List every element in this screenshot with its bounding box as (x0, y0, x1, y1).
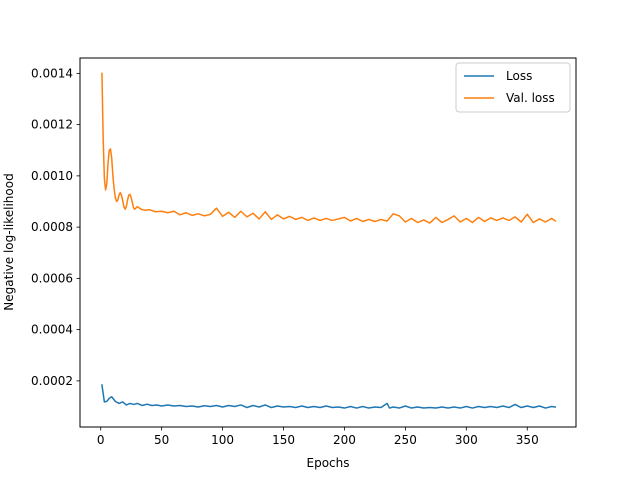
y-tick-label: 0.0008 (31, 220, 73, 234)
x-tick-label: 350 (516, 433, 539, 447)
x-tick-label: 0 (97, 433, 105, 447)
x-tick-label: 200 (333, 433, 356, 447)
legend-label-loss: Loss (506, 69, 532, 83)
y-tick-label: 0.0006 (31, 271, 73, 285)
series-line-val-loss (101, 72, 557, 224)
x-axis-label: Epochs (307, 456, 350, 470)
legend-label-val-loss: Val. loss (506, 91, 555, 105)
x-axis: 0 50 100 150 200 250 300 350 (97, 427, 539, 447)
y-tick-label: 0.0002 (31, 374, 73, 388)
x-tick-label: 50 (154, 433, 169, 447)
legend: Loss Val. loss (455, 62, 571, 113)
y-axis: 0.0002 0.0004 0.0006 0.0008 0.0010 0.0012 0.00… (31, 66, 80, 388)
y-tick-label: 0.0004 (31, 323, 73, 337)
x-tick-label: 300 (455, 433, 478, 447)
x-tick-label: 250 (394, 433, 417, 447)
y-tick-label: 0.0014 (31, 66, 73, 80)
x-tick-label: 100 (211, 433, 234, 447)
y-tick-label: 0.0012 (31, 118, 73, 132)
y-axis-label: Negative log-likelihood (2, 173, 16, 310)
axes-frame (79, 57, 577, 428)
plot-series-layer (101, 72, 557, 409)
y-tick-label: 0.0010 (31, 169, 73, 183)
series-line-loss (101, 384, 557, 409)
x-tick-label: 150 (272, 433, 295, 447)
